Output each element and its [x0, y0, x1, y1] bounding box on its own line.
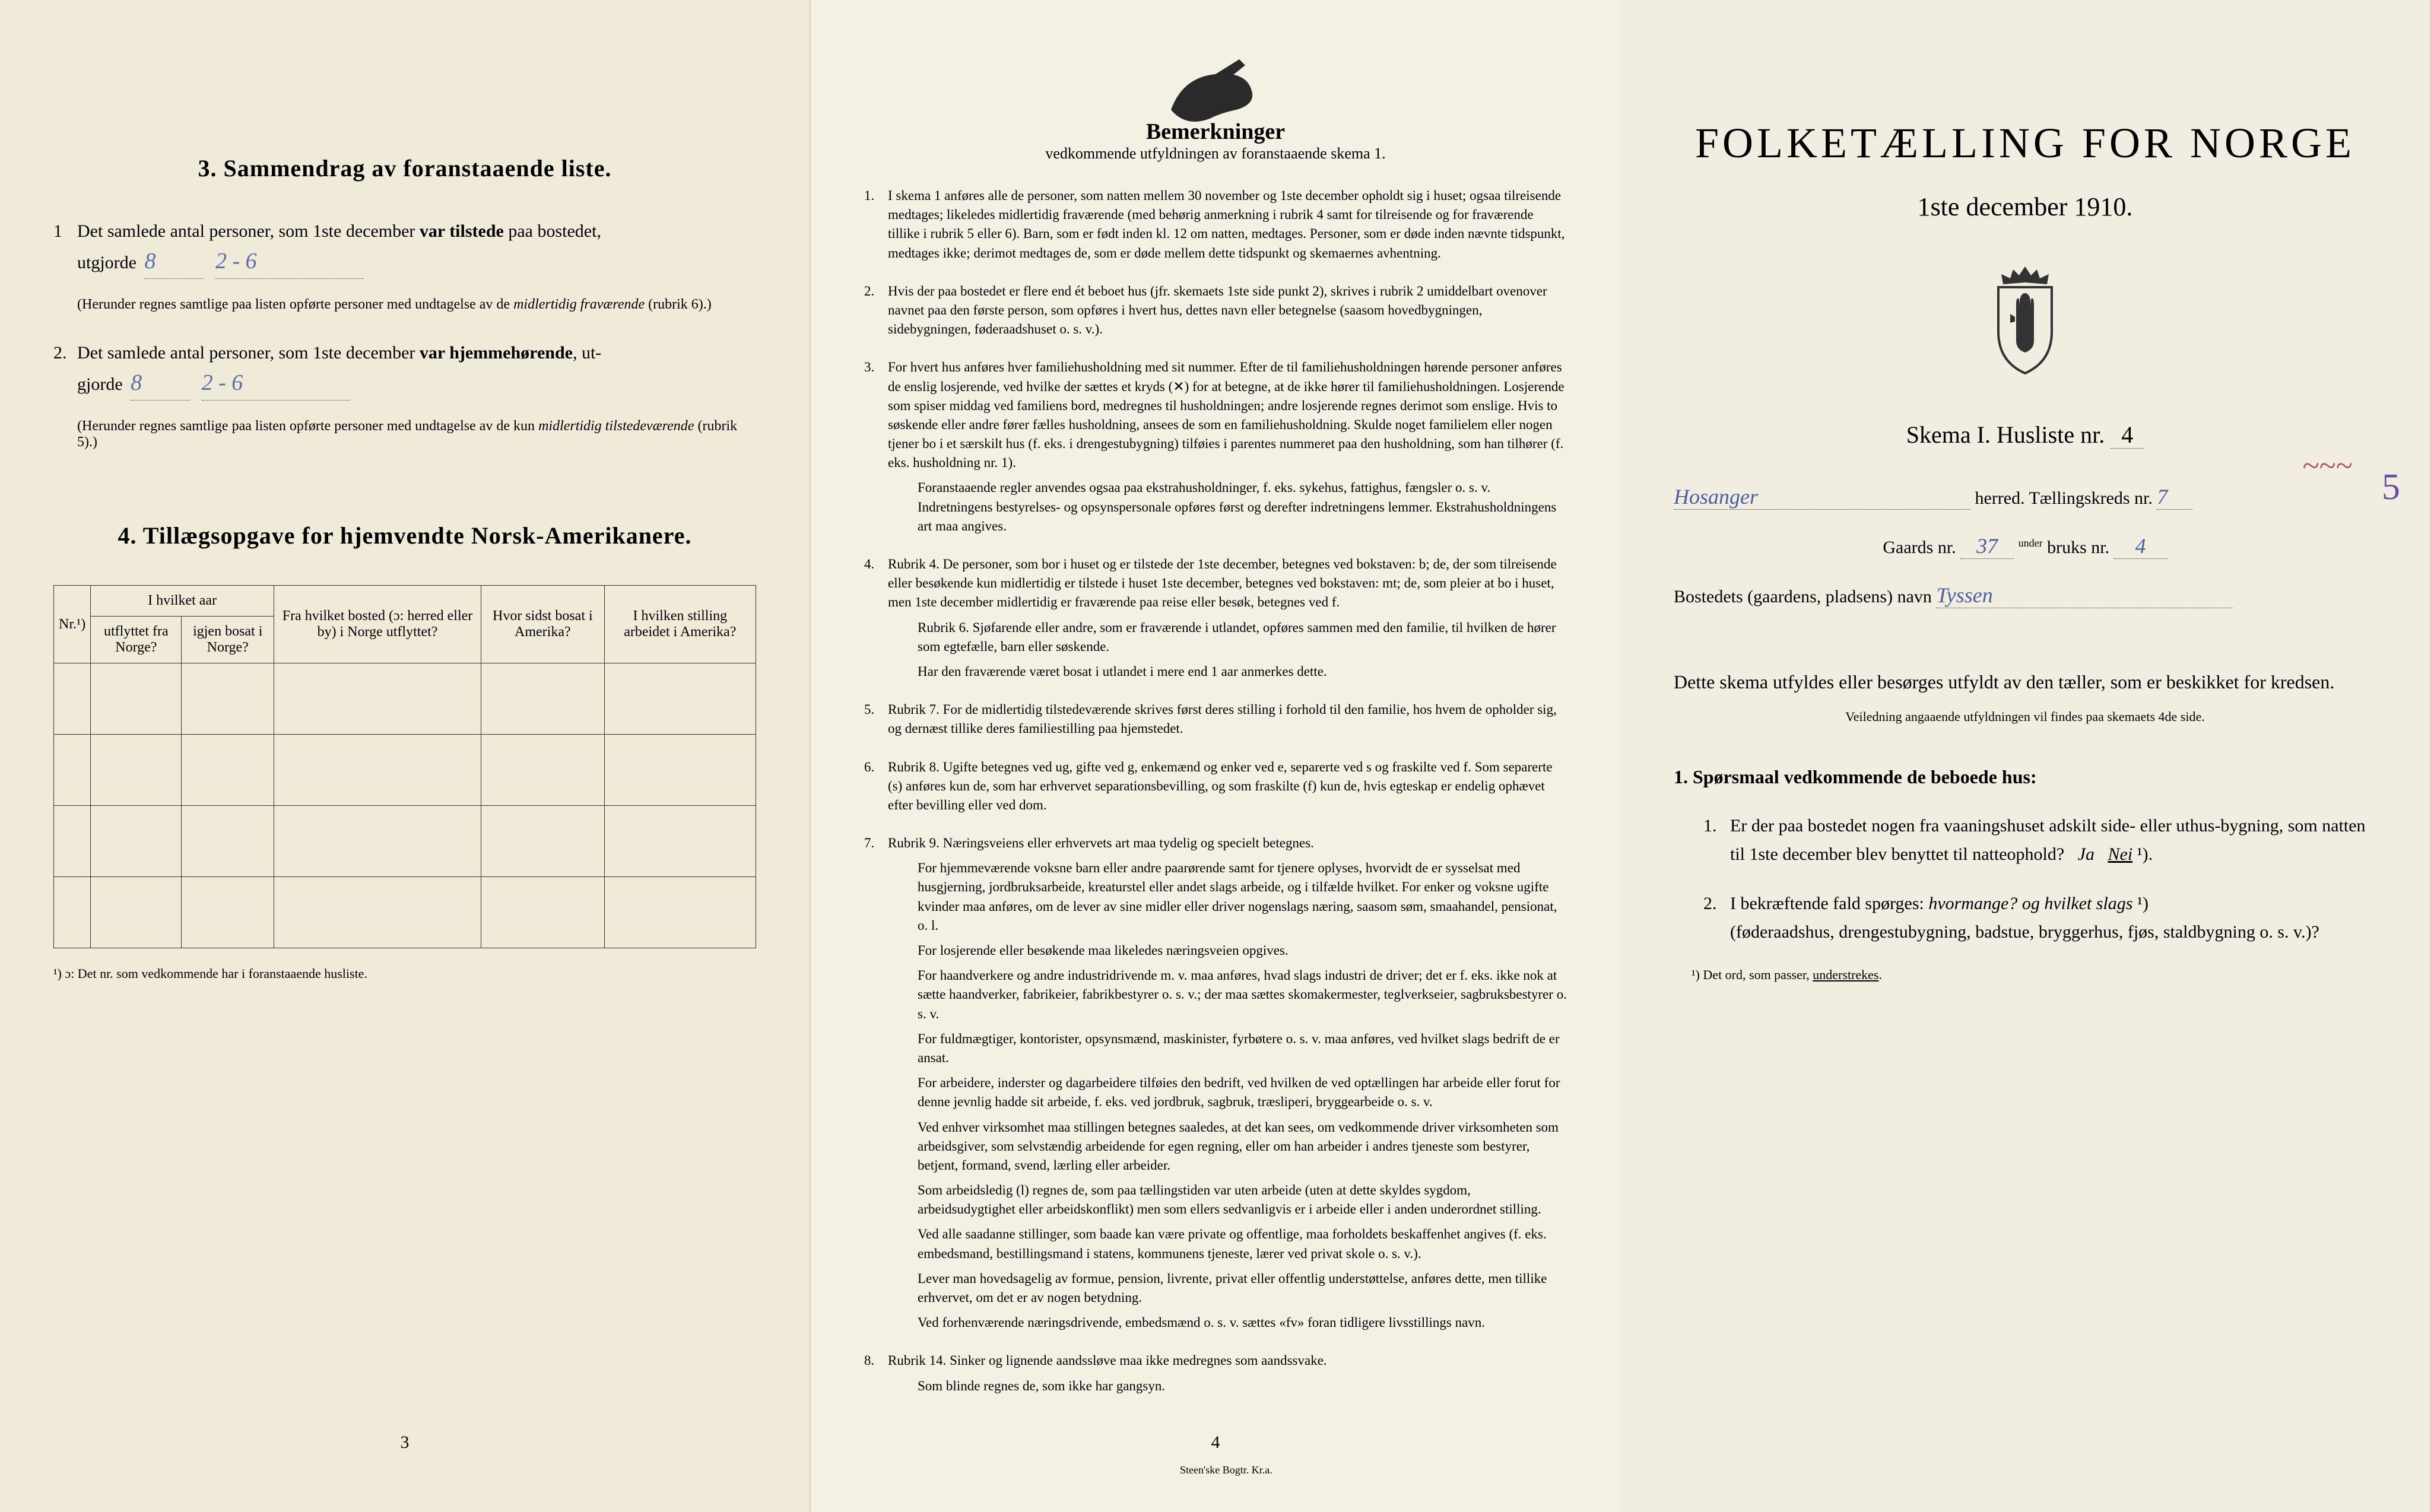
rule-item: 6.Rubrik 8. Ugifte betegnes ved ug, gift…: [864, 758, 1567, 821]
rule-item: 4.Rubrik 4. De personer, som bor i huset…: [864, 555, 1567, 687]
printer-note: Steen'ske Bogtr. Kr.a.: [1180, 1464, 1272, 1476]
panel-right: FOLKETÆLLING FOR NORGE 1ste december 191…: [1620, 0, 2431, 1512]
handwritten-value: 8: [131, 370, 142, 395]
table-row: [54, 735, 756, 806]
emigrant-table: Nr.¹) I hvilket aar Fra hvilket bosted (…: [53, 585, 756, 948]
ink-blot-icon: [1153, 53, 1278, 131]
gaards-line: Gaards nr. 37 under bruks nr. 4: [1674, 533, 2376, 559]
panel-left: 3. Sammendrag av foranstaaende liste. 1 …: [0, 0, 811, 1512]
table-row: [54, 806, 756, 877]
census-main-title: FOLKETÆLLING FOR NORGE: [1674, 119, 2376, 168]
bosted-value: Tyssen: [1936, 583, 1992, 607]
rule-body: Rubrik 7. For de midlertidig tilstedevær…: [888, 700, 1567, 744]
col-stilling: I hvilken stilling arbeidet i Amerika?: [604, 586, 756, 663]
instruction-para: Dette skema utfyldes eller besørges utfy…: [1674, 668, 2376, 697]
rule-item: 1.I skema 1 anføres alle de personer, so…: [864, 186, 1567, 269]
rule-number: 4.: [864, 555, 888, 687]
page-number: 4: [1211, 1432, 1220, 1453]
rule-number: 5.: [864, 700, 888, 744]
rule-number: 8.: [864, 1351, 888, 1401]
rule-item: 7.Rubrik 9. Næringsveiens eller erhverve…: [864, 834, 1567, 1338]
rule-number: 6.: [864, 758, 888, 821]
rule-item: 2.Hvis der paa bostedet er flere end ét …: [864, 282, 1567, 345]
section-4-heading: 4. Tillægsopgave for hjemvendte Norsk-Am…: [53, 522, 756, 549]
col-bosted: Fra hvilket bosted (ɔ: herred eller by) …: [274, 586, 481, 663]
summary-item-2: 2. Det samlede antal personer, som 1ste …: [53, 339, 756, 401]
panel-center: Bemerkninger vedkommende utfyldningen av…: [811, 0, 1620, 1512]
rules-list: 1.I skema 1 anføres alle de personer, so…: [864, 186, 1567, 1402]
rule-body: Hvis der paa bostedet er flere end ét be…: [888, 282, 1567, 345]
question-2: 2. I bekræftende fald spørges: hvormange…: [1703, 890, 2376, 946]
summary-item-1: 1 Det samlede antal personer, som 1ste d…: [53, 218, 756, 279]
rule-number: 3.: [864, 358, 888, 542]
census-date: 1ste december 1910.: [1674, 192, 2376, 222]
item-number: 1: [53, 218, 77, 279]
rule-number: 1.: [864, 186, 888, 269]
herred-value: Hosanger: [1674, 485, 1758, 509]
table-footnote: ¹) ɔ: Det nr. som vedkommende har i fora…: [53, 966, 756, 981]
remarks-subtitle: vedkommende utfyldningen av foranstaaend…: [864, 145, 1567, 163]
rule-number: 2.: [864, 282, 888, 345]
col-nr: Nr.¹): [54, 586, 91, 663]
item-number: 2.: [53, 339, 77, 401]
rule-body: Rubrik 8. Ugifte betegnes ved ug, gifte …: [888, 758, 1567, 821]
gaards-value: 37: [1976, 534, 1998, 558]
purple-annotation: 5: [2382, 466, 2400, 509]
panel3-footnote: ¹) Det ord, som passer, understrekes.: [1691, 967, 2376, 983]
item-1-note: (Herunder regnes samtlige paa listen opf…: [77, 297, 756, 313]
husliste-number: 4: [2111, 421, 2144, 449]
table-row: [54, 663, 756, 735]
item-2-note: (Herunder regnes samtlige paa listen opf…: [77, 418, 756, 450]
col-aar: I hvilket aar: [91, 586, 274, 617]
herred-line: Hosanger herred. Tællingskreds nr. 7 5: [1674, 484, 2376, 510]
kreds-value: 7: [2157, 485, 2167, 509]
answer-nei: Nei: [2108, 844, 2133, 864]
section-3-heading: 3. Sammendrag av foranstaaende liste.: [53, 154, 756, 182]
questions-heading: 1. Spørsmaal vedkommende de beboede hus:: [1674, 766, 2376, 788]
col-aar-sub2: igjen bosat i Norge?: [182, 617, 274, 663]
bosted-line: Bostedets (gaardens, pladsens) navn Tyss…: [1674, 583, 2376, 608]
rule-body: Rubrik 9. Næringsveiens eller erhvervets…: [888, 834, 1567, 1338]
skema-line: Skema I. Husliste nr. 4: [1674, 421, 2376, 449]
col-aar-sub1: utflyttet fra Norge?: [91, 617, 182, 663]
red-annotation: ~~~: [2303, 449, 2353, 484]
coat-of-arms-icon: [1674, 263, 2376, 379]
handwritten-value: 2 - 6: [215, 249, 257, 274]
col-sidst: Hvor sidst bosat i Amerika?: [481, 586, 604, 663]
rule-body: For hvert hus anføres hver familiehushol…: [888, 358, 1567, 542]
table-row: [54, 877, 756, 948]
guidance-note: Veiledning angaaende utfyldningen vil fi…: [1674, 709, 2376, 725]
rule-body: I skema 1 anføres alle de personer, som …: [888, 186, 1567, 269]
rule-item: 8.Rubrik 14. Sinker og lignende aandsslø…: [864, 1351, 1567, 1401]
rule-body: Rubrik 4. De personer, som bor i huset o…: [888, 555, 1567, 687]
item-text: Det samlede antal personer, som 1ste dec…: [77, 339, 756, 401]
question-1: 1. Er der paa bostedet nogen fra vaaning…: [1703, 812, 2376, 869]
handwritten-value: 2 - 6: [202, 370, 243, 395]
handwritten-value: 8: [144, 249, 155, 274]
rule-item: 3.For hvert hus anføres hver familiehush…: [864, 358, 1567, 542]
rule-number: 7.: [864, 834, 888, 1338]
rule-body: Rubrik 14. Sinker og lignende aandssløve…: [888, 1351, 1567, 1401]
rule-item: 5.Rubrik 7. For de midlertidig tilstedev…: [864, 700, 1567, 744]
page-number: 3: [401, 1432, 410, 1453]
bruks-value: 4: [2135, 534, 2146, 558]
item-text: Det samlede antal personer, som 1ste dec…: [77, 218, 756, 279]
